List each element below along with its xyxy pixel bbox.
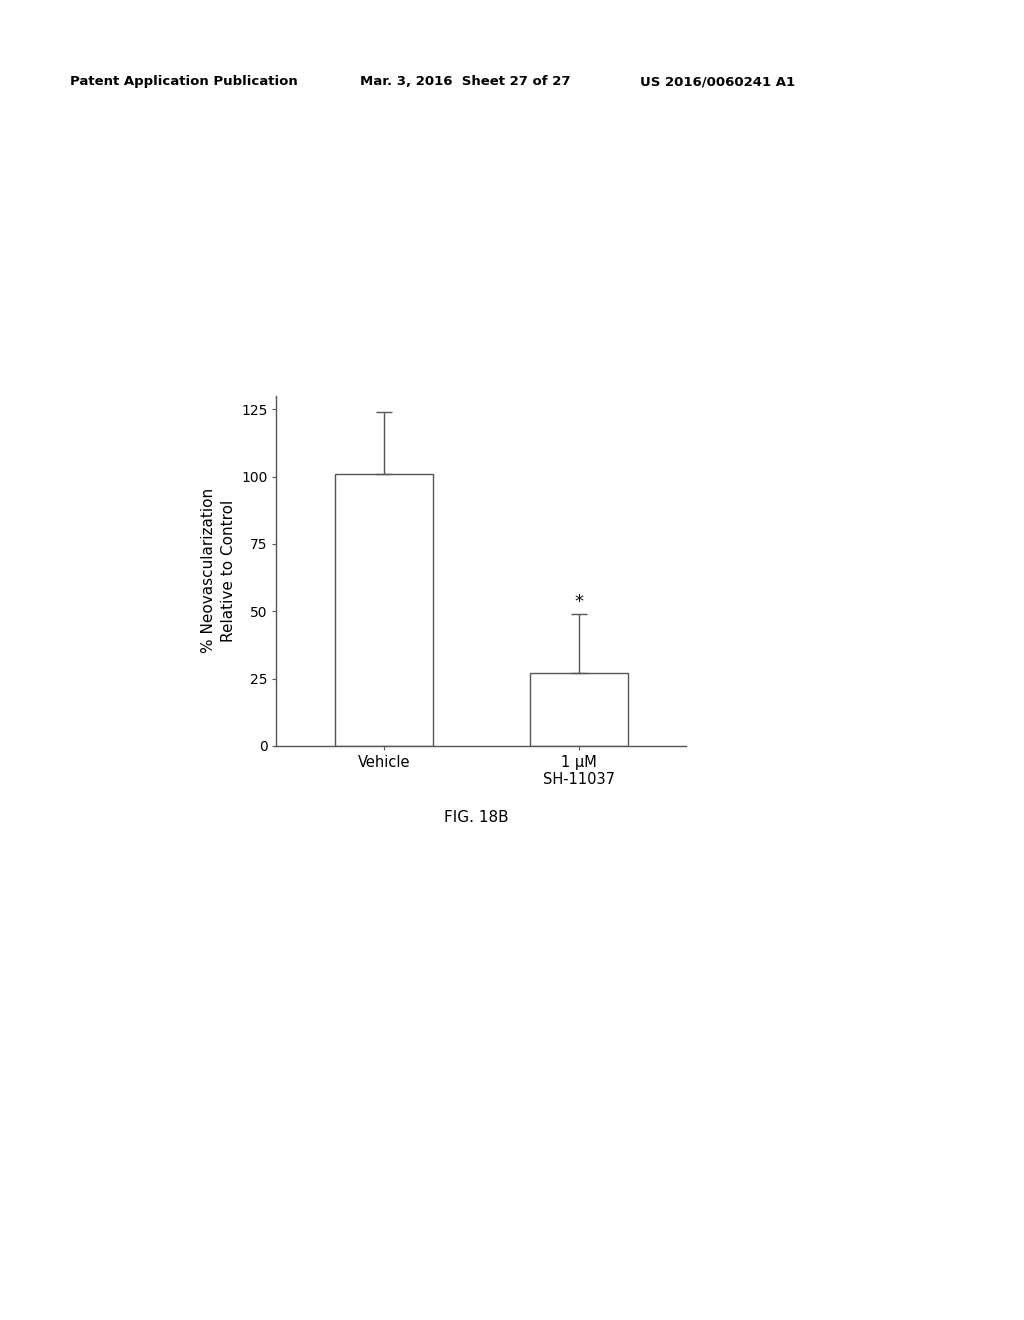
Y-axis label: % Neovascularization
Relative to Control: % Neovascularization Relative to Control: [201, 488, 236, 653]
Text: FIG. 18B: FIG. 18B: [443, 810, 509, 825]
Text: US 2016/0060241 A1: US 2016/0060241 A1: [640, 75, 795, 88]
Bar: [335, 474, 432, 746]
Text: Mar. 3, 2016  Sheet 27 of 27: Mar. 3, 2016 Sheet 27 of 27: [360, 75, 571, 88]
Text: Patent Application Publication: Patent Application Publication: [70, 75, 297, 88]
Text: *: *: [574, 593, 584, 611]
Bar: [530, 673, 628, 746]
